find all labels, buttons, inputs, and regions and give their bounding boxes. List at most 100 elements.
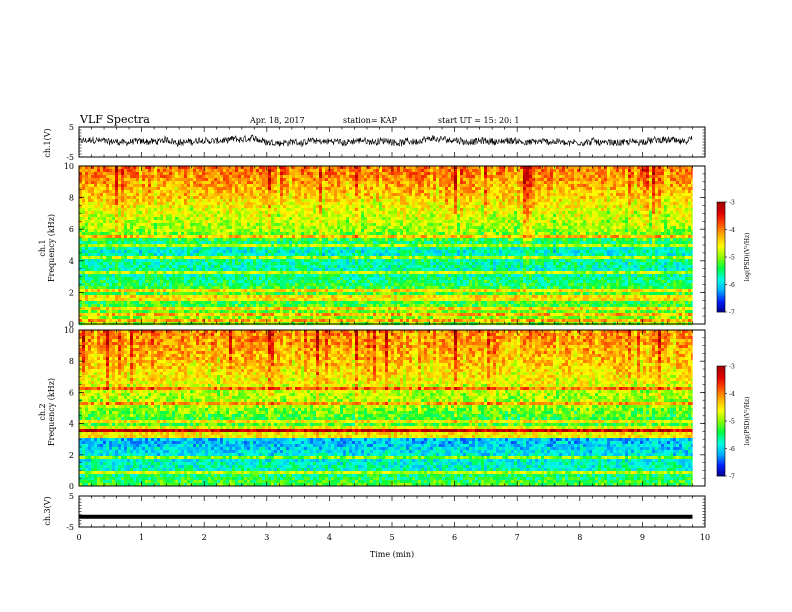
spectrogram-cell [343, 196, 347, 200]
spectrogram-cell [160, 232, 164, 236]
spectrogram-cell [124, 235, 128, 239]
spectrogram-cell [613, 196, 617, 200]
spectrogram-cell [499, 217, 503, 221]
spectrogram-cell [541, 232, 545, 236]
spectrogram-cell [571, 169, 575, 173]
spectrogram-cell [127, 220, 131, 224]
spectrogram-cell [607, 166, 611, 170]
spectrogram-cell [349, 208, 353, 212]
spectrogram-cell [649, 205, 653, 209]
spectrogram-cell [652, 178, 656, 182]
spectrogram-cell [475, 193, 479, 197]
spectrogram-cell [223, 166, 227, 170]
spectrogram-cell [409, 181, 413, 185]
spectrogram-cell [439, 220, 443, 224]
spectrogram-cell [664, 166, 668, 170]
spectrogram-cell [481, 199, 485, 203]
spectrogram-cell [535, 190, 539, 194]
spectrogram-cell [496, 226, 500, 230]
spectrogram-cell [691, 208, 693, 212]
spectrogram-cell [466, 223, 470, 227]
spectrogram-cell [139, 190, 143, 194]
spectrogram-cell [337, 193, 341, 197]
spectrogram-cell [274, 211, 278, 215]
spectrogram-cell [82, 202, 86, 206]
spectrogram-cell [433, 196, 437, 200]
spectrogram-cell [580, 175, 584, 179]
spectrogram-cell [223, 184, 227, 188]
spectrogram-cell [514, 181, 518, 185]
spectrogram-cell [130, 190, 134, 194]
spectrogram-cell [181, 196, 185, 200]
spectrogram-cell [388, 172, 392, 176]
spectrogram-cell [301, 208, 305, 212]
spectrogram-cell [133, 202, 137, 206]
spectrogram-cell [232, 220, 236, 224]
spectrogram-cell [304, 169, 308, 173]
spectrogram-cell [388, 199, 392, 203]
spectrogram-cell [310, 220, 314, 224]
spectrogram-cell [457, 208, 461, 212]
spectrogram-cell [259, 208, 263, 212]
spectrogram-cell [193, 208, 197, 212]
spectrogram-cell [634, 193, 638, 197]
spectrogram-cell [487, 202, 491, 206]
spectrogram-cell [157, 190, 161, 194]
spectrogram-cell [304, 187, 308, 191]
spectrogram-cell [82, 166, 86, 170]
spectrogram-cell [559, 202, 563, 206]
spectrogram-cell [250, 169, 254, 173]
spectrogram-cell [442, 190, 446, 194]
spectrogram-cell [319, 223, 323, 227]
spectrogram-cell [154, 181, 158, 185]
spectrogram-cell [640, 223, 644, 227]
spectrogram-cell [307, 208, 311, 212]
spectrogram-cell [562, 205, 566, 209]
spectrogram-cell [217, 232, 221, 236]
spectrogram-cell [499, 187, 503, 191]
spectrogram-cell [295, 217, 299, 221]
spectrogram-cell [199, 235, 203, 239]
spectrogram-cell [580, 190, 584, 194]
spectrogram-cell [121, 229, 125, 233]
spectrogram-cell [433, 208, 437, 212]
spectrogram-cell [301, 220, 305, 224]
spectrogram-cell [214, 178, 218, 182]
spectrogram-cell [484, 166, 488, 170]
spectrogram-cell [583, 172, 587, 176]
spectrogram-cell [262, 199, 266, 203]
spectrogram-cell [211, 232, 215, 236]
spectrogram-cell [682, 190, 686, 194]
spectrogram-cell [457, 181, 461, 185]
spectrogram-cell [241, 232, 245, 236]
spectrogram-cell [514, 190, 518, 194]
spectrogram-cell [313, 172, 317, 176]
spectrogram-cell [199, 226, 203, 230]
spectrogram-cell [604, 172, 608, 176]
spectrogram-cell [607, 190, 611, 194]
spectrogram-cell [505, 166, 509, 170]
spectrogram-cell [199, 217, 203, 221]
spectrogram-cell [85, 166, 89, 170]
spectrogram-cell [184, 172, 188, 176]
spectrogram-cell [289, 223, 293, 227]
spectrogram-cell [625, 214, 629, 218]
spectrogram-cell [298, 169, 302, 173]
spectrogram-cell [139, 223, 143, 227]
spectrogram-cell [418, 169, 422, 173]
spectrogram-cell [352, 235, 356, 239]
spectrogram-cell [673, 190, 677, 194]
spectrogram-cell [265, 193, 269, 197]
spectrogram-cell [376, 196, 380, 200]
spectrogram-cell [547, 190, 551, 194]
spectrogram-cell [679, 190, 683, 194]
spectrogram-cell [301, 193, 305, 197]
spectrogram-cell [181, 166, 185, 170]
spectrogram-cell [412, 187, 416, 191]
spectrogram-cell [565, 187, 569, 191]
spectrogram-cell [592, 172, 596, 176]
spectrogram-cell [316, 223, 320, 227]
spectrogram-cell [403, 202, 407, 206]
spectrogram-cell [658, 205, 662, 209]
spectrogram-cell [661, 217, 665, 221]
